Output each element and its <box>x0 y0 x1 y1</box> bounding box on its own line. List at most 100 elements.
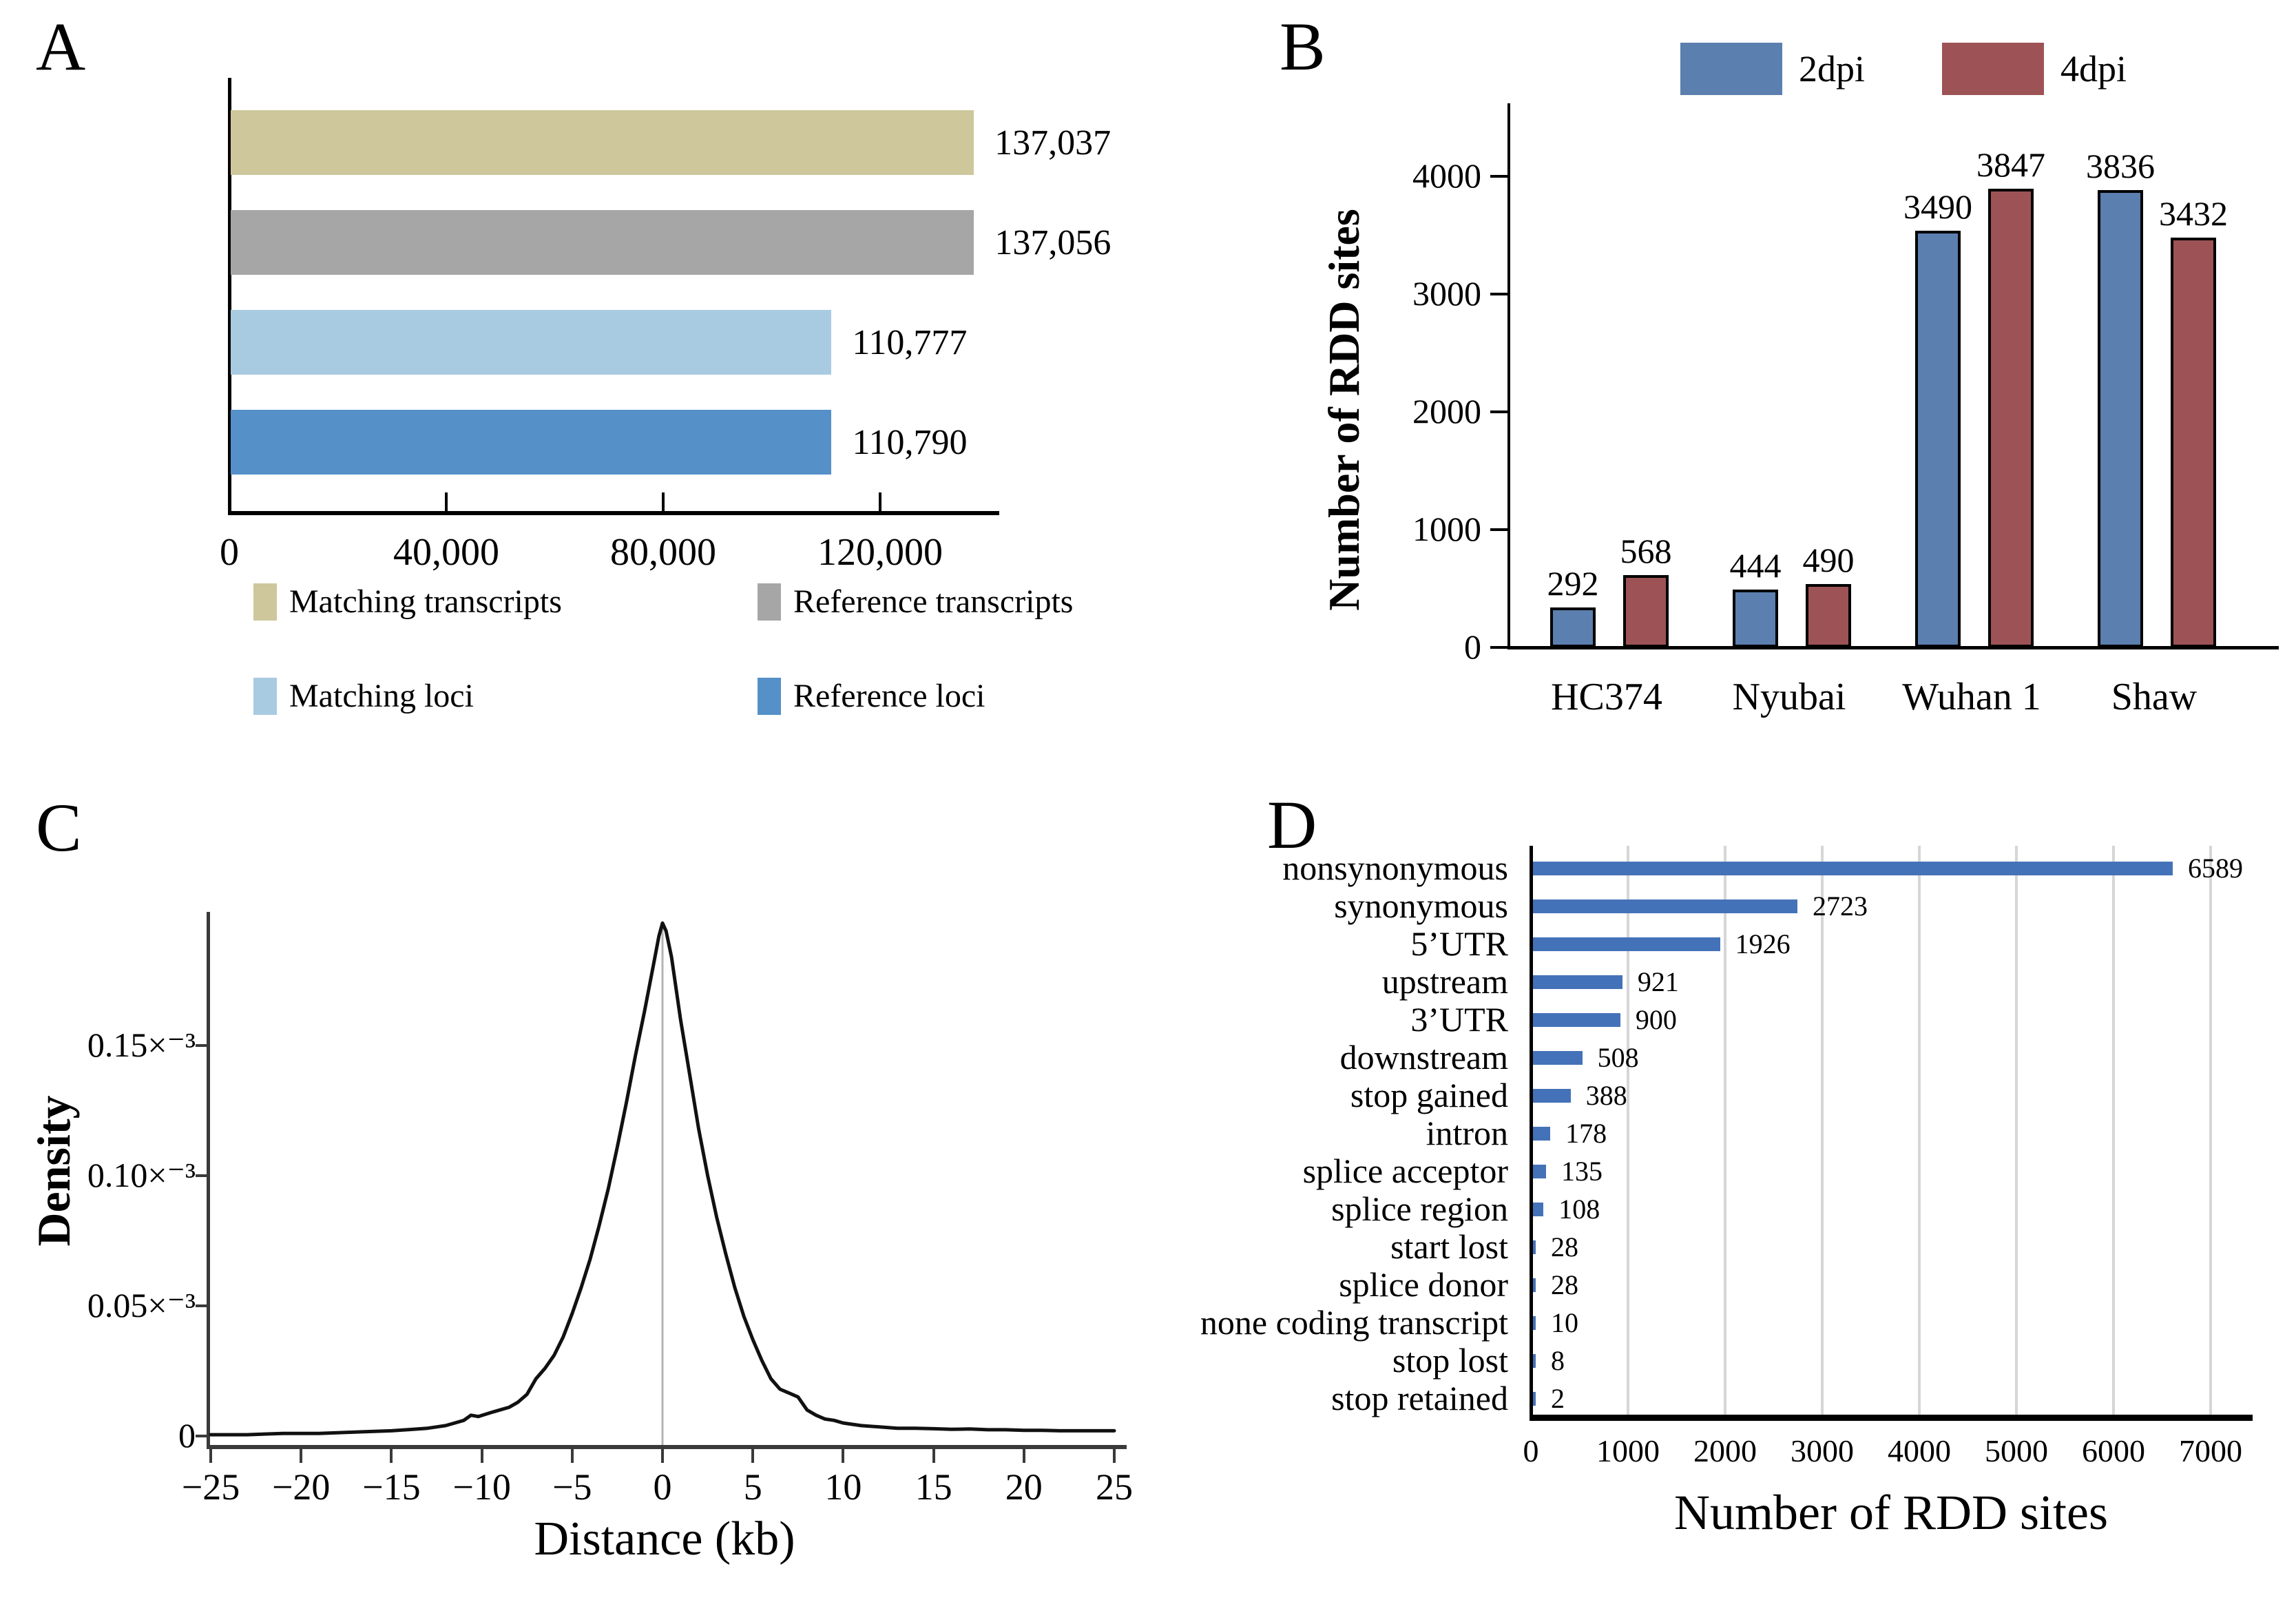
d-category-label: splice region <box>1331 1189 1508 1228</box>
d-bar <box>1533 1127 1551 1141</box>
c-x-tick-label: 5 <box>743 1466 762 1508</box>
d-category-label: stop lost <box>1392 1341 1508 1380</box>
c-y-tick <box>196 1174 207 1177</box>
b-y-tick <box>1490 293 1507 295</box>
d-category-label: synonymous <box>1334 886 1508 925</box>
b-bar-value-label: 3432 <box>2159 194 2228 233</box>
b-bar-value-label: 3490 <box>1903 187 1972 227</box>
d-bar-value-label: 900 <box>1635 1004 1677 1035</box>
d-bar <box>1533 1240 1536 1254</box>
c-x-tick-label: −10 <box>452 1466 511 1508</box>
b-bar-value-label: 292 <box>1547 564 1599 603</box>
legend-2dpi-label: 2dpi <box>1799 48 1866 90</box>
d-bar <box>1533 1203 1544 1216</box>
d-x-tick-label: 6000 <box>2082 1433 2145 1468</box>
d-bar <box>1533 862 2173 875</box>
c-x-tick <box>842 1449 845 1463</box>
d-category-label: stop retained <box>1331 1379 1508 1417</box>
c-y-tick <box>196 1044 207 1047</box>
a-bar-value-label: 137,056 <box>994 223 1112 262</box>
c-x-tick-label: −20 <box>271 1466 331 1508</box>
d-bar-value-label: 921 <box>1637 966 1679 997</box>
legend-item-label: Matching transcripts <box>289 583 562 620</box>
d-category-label: nonsynonymous <box>1282 849 1508 887</box>
panel-c-label: C <box>36 789 82 866</box>
d-bar-value-label: 8 <box>1551 1345 1565 1376</box>
b-y-tick-label: 0 <box>1464 627 1481 666</box>
b-bar-value-label: 3847 <box>1976 145 2045 185</box>
a-x-tick <box>445 492 448 511</box>
c-x-tick <box>932 1449 935 1463</box>
b-bar-2dpi <box>1915 231 1961 647</box>
c-x-tick-label: −5 <box>552 1466 592 1508</box>
b-x-category-label: Shaw <box>2111 676 2198 718</box>
a-x-tick-label: 80,000 <box>610 531 716 574</box>
legend-2dpi-swatch <box>1680 43 1782 95</box>
c-x-tick <box>300 1449 303 1463</box>
reference-loci-swatch <box>758 678 781 715</box>
b-y-tick <box>1490 528 1507 531</box>
d-gridline <box>1724 846 1726 1415</box>
d-bar-value-label: 508 <box>1597 1042 1639 1073</box>
d-gridline <box>1627 846 1629 1415</box>
c-x-tick <box>1022 1449 1025 1463</box>
legend-item-label: Matching loci <box>289 678 474 714</box>
d-category-label: downstream <box>1339 1038 1508 1076</box>
panel-c: C Density Distance (kb) 0 0.05×⁻³ 0.10×⁻³ 0… <box>28 789 1133 1566</box>
a-bar <box>231 110 974 175</box>
panel-d-x-axis-title: Number of RDD sites <box>1674 1485 2108 1540</box>
b-bar-value-label: 444 <box>1729 546 1782 585</box>
b-y-tick-label: 2000 <box>1412 392 1481 430</box>
reference-transcripts-swatch <box>758 583 781 621</box>
b-bar-value-label: 490 <box>1802 541 1855 580</box>
d-gridline <box>2112 846 2115 1415</box>
b-y-tick-label: 1000 <box>1412 510 1481 548</box>
d-bar-value-label: 28 <box>1551 1231 1578 1262</box>
d-bar <box>1533 1278 1536 1292</box>
c-x-tick-label: 25 <box>1096 1466 1133 1508</box>
d-bar <box>1533 1165 1547 1178</box>
d-bar <box>1533 975 1622 989</box>
panel-a: A 0 40,000 80,000 120,000 137,037 137,056 110,… <box>0 0 1171 758</box>
b-bar-4dpi <box>1806 584 1851 647</box>
c-y-tick <box>196 1304 207 1307</box>
c-x-tick-label: 10 <box>824 1466 862 1508</box>
b-x-category-label: Wuhan 1 <box>1902 676 2041 718</box>
a-bar-value-label: 137,037 <box>994 123 1112 163</box>
b-y-tick <box>1490 646 1507 649</box>
a-bar <box>231 310 832 375</box>
d-bar <box>1533 1392 1536 1406</box>
panel-d-label: D <box>1267 787 1317 863</box>
b-x-category-label: Nyubai <box>1732 676 1846 718</box>
c-x-tick-label: 15 <box>915 1466 952 1508</box>
b-y-tick-label: 4000 <box>1412 156 1481 195</box>
b-bar-2dpi <box>2098 190 2143 647</box>
d-gridline <box>2209 846 2212 1415</box>
d-bar <box>1533 1354 1536 1368</box>
c-x-tick <box>661 1449 664 1463</box>
d-x-tick-label: 1000 <box>1596 1433 1660 1468</box>
d-bar <box>1533 1089 1571 1103</box>
matching-loci-swatch <box>253 678 277 715</box>
d-x-tick-label: 0 <box>1523 1433 1539 1468</box>
c-x-tick <box>390 1449 393 1463</box>
c-y-axis-line <box>207 912 210 1449</box>
panel-b: B 2dpi 4dpi Number of RDD sites 0 1000 200… <box>0 0 2296 758</box>
d-bar <box>1533 937 1720 951</box>
panel-b-label: B <box>1280 8 1326 85</box>
d-category-label: 5’UTR <box>1410 924 1508 963</box>
a-x-tick-label: 120,000 <box>817 531 943 574</box>
d-bar <box>1533 1013 1620 1027</box>
matching-transcripts-swatch <box>253 583 277 621</box>
a-y-axis-line <box>228 78 231 514</box>
d-bar-value-label: 388 <box>1585 1080 1627 1111</box>
legend-item-label: Reference transcripts <box>793 583 1074 620</box>
d-x-tick-label: 7000 <box>2179 1433 2242 1468</box>
d-bar <box>1533 1051 1583 1065</box>
d-x-tick-label: 5000 <box>1985 1433 2048 1468</box>
d-bar-value-label: 178 <box>1565 1118 1607 1149</box>
d-y-axis-line <box>1530 846 1533 1415</box>
panel-a-label: A <box>36 8 86 85</box>
d-gridline <box>2015 846 2018 1415</box>
